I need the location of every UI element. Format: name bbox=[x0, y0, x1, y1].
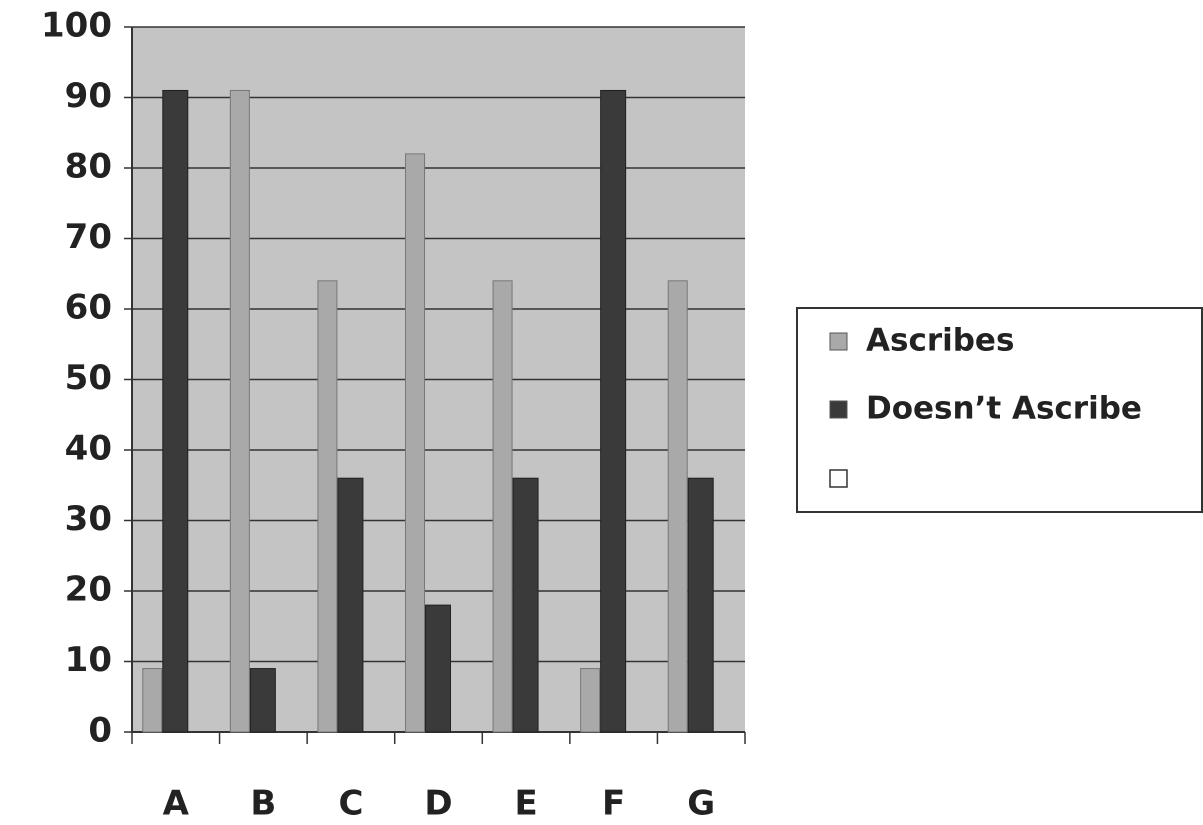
legend-empty-marker bbox=[829, 469, 848, 488]
bar bbox=[512, 477, 539, 733]
y-tick-label: 0 bbox=[88, 711, 112, 751]
x-tick-label: D bbox=[424, 784, 452, 824]
bar bbox=[600, 89, 627, 733]
bar bbox=[580, 668, 601, 733]
x-tick-label: A bbox=[163, 784, 190, 824]
bar bbox=[687, 477, 714, 733]
y-tick-label: 10 bbox=[65, 640, 112, 680]
legend-label: Doesn’t Ascribe bbox=[866, 391, 1142, 427]
y-tick-label: 60 bbox=[65, 288, 112, 328]
bar bbox=[492, 280, 513, 733]
bar bbox=[249, 668, 276, 733]
y-tick-label: 20 bbox=[65, 570, 112, 610]
y-tick-label: 70 bbox=[65, 217, 112, 257]
y-tick-label: 100 bbox=[41, 6, 112, 46]
x-tick-label: B bbox=[250, 784, 276, 824]
x-tick-label: C bbox=[338, 784, 363, 824]
legend-box bbox=[796, 307, 1203, 513]
x-tick-label: G bbox=[687, 784, 715, 824]
y-tick-label: 90 bbox=[65, 76, 112, 116]
legend-marker bbox=[829, 400, 848, 419]
bar bbox=[162, 89, 189, 733]
y-tick-label: 40 bbox=[65, 429, 112, 469]
bar bbox=[405, 153, 425, 733]
legend-marker bbox=[829, 332, 848, 351]
bar bbox=[229, 89, 250, 733]
bar bbox=[142, 668, 163, 733]
bar bbox=[317, 280, 338, 733]
x-tick-label: F bbox=[602, 784, 625, 824]
bar bbox=[425, 604, 451, 733]
y-tick-label: 80 bbox=[65, 147, 112, 187]
legend-label: Ascribes bbox=[866, 323, 1014, 359]
y-tick-label: 50 bbox=[65, 358, 112, 398]
x-tick-label: E bbox=[514, 784, 537, 824]
bar bbox=[337, 477, 364, 733]
y-tick-label: 30 bbox=[65, 499, 112, 539]
bar bbox=[667, 280, 688, 733]
